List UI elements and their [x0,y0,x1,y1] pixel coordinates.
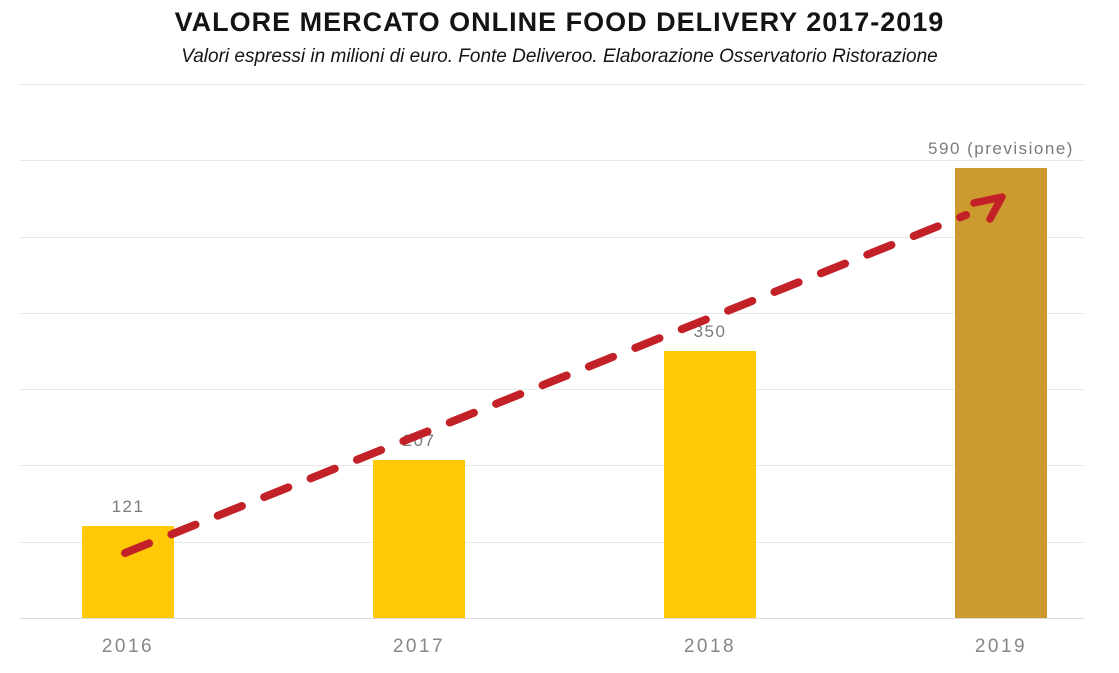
gridline-y600 [20,160,1084,162]
bar-2016 [82,525,174,618]
gridline-y0 [20,618,1084,619]
value-label-2019: 590 (previsione) [928,138,1074,158]
gridline-y200 [20,465,1084,467]
x-tick-2017: 2017 [392,636,446,657]
x-tick-2018: 2018 [683,636,737,657]
value-label-2018: 350 [693,322,727,341]
x-tick-2016: 2016 [101,636,155,657]
trend-arrow-dashed-line [121,211,970,557]
chart-title: VALORE MERCATO ONLINE FOOD DELIVERY 2017… [174,7,945,37]
gridline-y500 [20,236,1084,238]
gridline-y700 [20,84,1084,85]
bar-2018 [664,351,756,618]
gridline-y100 [20,541,1084,543]
value-label-2016: 121 [111,496,145,516]
x-tick-2019: 2019 [974,636,1028,657]
gridline-y300 [20,389,1084,391]
bar-2017 [373,460,465,618]
gridline-y400 [20,312,1084,314]
chart-subtitle: Valori espressi in milioni di euro. Font… [181,46,938,67]
value-label-2017: 207 [402,431,436,451]
bar-2019 [955,167,1047,618]
